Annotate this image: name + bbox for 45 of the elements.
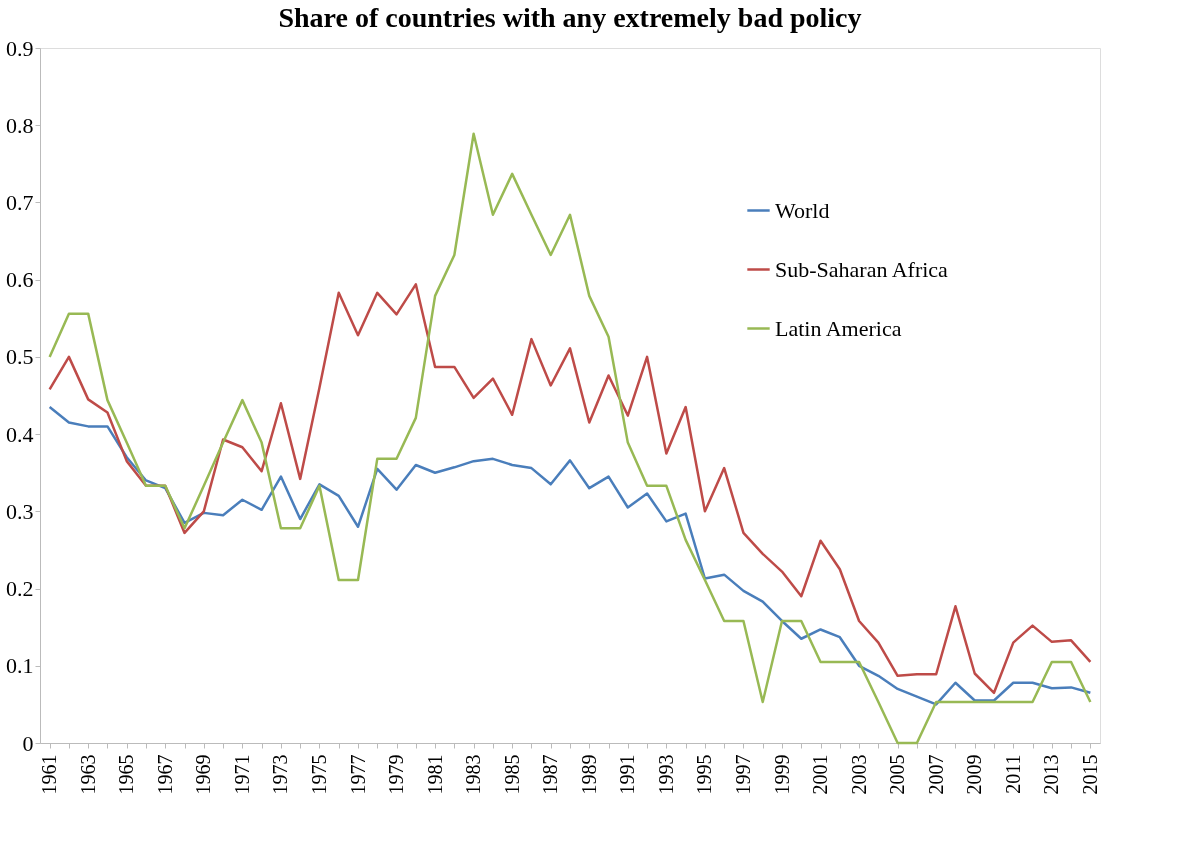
- x-tick-label: 1971: [230, 754, 253, 795]
- x-tick-label: 2001: [809, 754, 832, 795]
- x-tick-label: 1979: [385, 754, 408, 795]
- y-tick-label: 0.5: [6, 344, 34, 370]
- x-tick-label: 2015: [1078, 754, 1101, 795]
- x-tick-label: 1975: [307, 754, 330, 795]
- y-tick-label: 0.6: [6, 267, 34, 293]
- line-series: [48, 283, 1092, 695]
- x-tick-label: 2003: [847, 754, 870, 795]
- x-tick-label: 2007: [924, 754, 947, 795]
- x-tick-label: 1995: [693, 754, 716, 795]
- legend-label: Latin America: [775, 315, 902, 341]
- legend-label: Sub-Saharan Africa: [775, 256, 949, 282]
- y-tick-label: 0.7: [6, 189, 34, 215]
- chart-title: Share of countries with any extremely bad policy: [278, 2, 862, 33]
- line-series: [48, 132, 1092, 745]
- y-tick-label: 0.9: [6, 35, 34, 61]
- x-tick-label: 1985: [500, 754, 523, 795]
- x-tick-label: 1977: [346, 754, 369, 795]
- x-tick-label: 1973: [269, 754, 292, 795]
- x-tick-label: 1993: [654, 754, 677, 795]
- x-tick-label: 1989: [577, 754, 600, 795]
- x-tick-label: 1963: [76, 754, 99, 795]
- y-tick-label: 0.1: [6, 653, 34, 679]
- x-tick-label: 1997: [731, 754, 754, 795]
- y-tick-label: 0.4: [6, 421, 34, 447]
- y-tick-label: 0.2: [6, 576, 34, 602]
- x-tick-label: 2009: [963, 754, 986, 795]
- x-tick-label: 1961: [38, 754, 61, 795]
- x-tick-label: 1981: [423, 754, 446, 795]
- x-tick-label: 1969: [192, 754, 215, 795]
- x-tick-label: 2005: [886, 754, 909, 795]
- legend-label: World: [775, 197, 830, 223]
- y-tick-label: 0.8: [6, 112, 34, 138]
- x-tick-label: 1983: [462, 754, 485, 795]
- x-tick-label: 1967: [153, 754, 176, 795]
- y-tick-label: 0.3: [6, 498, 34, 524]
- x-tick-label: 1987: [539, 754, 562, 795]
- x-tick-label: 1991: [616, 754, 639, 795]
- x-tick-label: 1965: [115, 754, 138, 795]
- x-tick-label: 2011: [1001, 754, 1024, 794]
- x-tick-label: 1999: [770, 754, 793, 795]
- line-series: [48, 405, 1092, 706]
- y-tick-label: 0: [22, 730, 34, 756]
- x-tick-label: 2013: [1040, 754, 1063, 795]
